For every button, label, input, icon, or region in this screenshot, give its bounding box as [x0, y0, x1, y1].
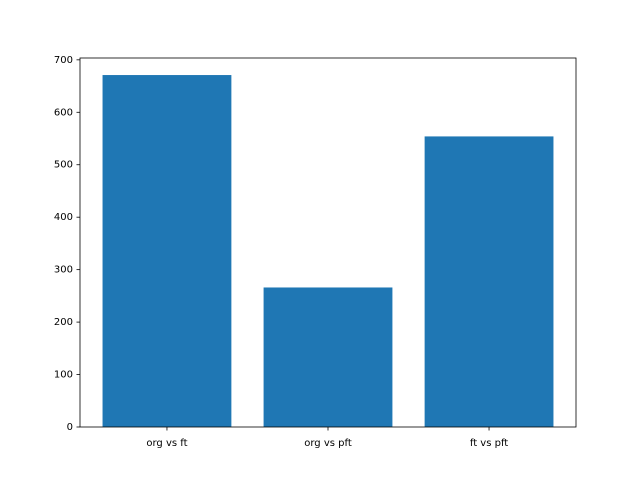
- x-tick-label: org vs pft: [304, 438, 352, 449]
- bar: [263, 287, 393, 427]
- y-tick-label: 500: [54, 160, 73, 171]
- x-tick-label: ft vs pft: [470, 438, 508, 449]
- y-tick-label: 0: [67, 422, 73, 433]
- y-tick-label: 300: [54, 265, 73, 276]
- y-tick-label: 700: [54, 55, 73, 66]
- bar: [102, 75, 232, 427]
- y-tick-label: 200: [54, 317, 73, 328]
- x-tick-label: org vs ft: [146, 438, 187, 449]
- y-tick-label: 600: [54, 107, 73, 118]
- y-tick-label: 100: [54, 370, 73, 381]
- plot-frame: [79, 57, 577, 428]
- y-tick-label: 400: [54, 212, 73, 223]
- bar: [424, 136, 554, 427]
